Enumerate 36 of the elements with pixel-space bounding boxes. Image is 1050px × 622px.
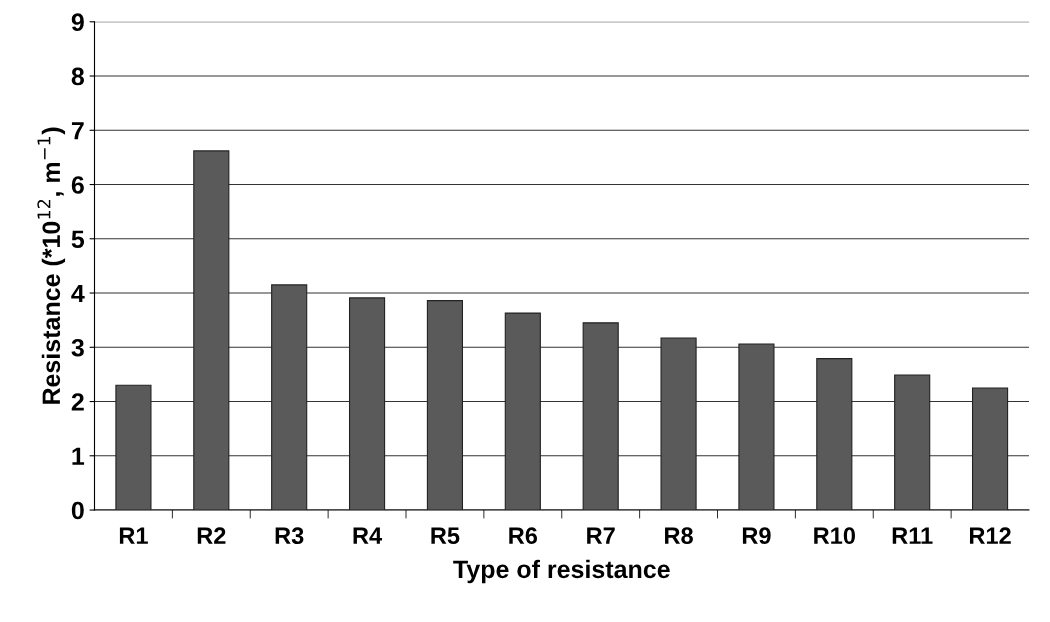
x-tick-label: R7 bbox=[587, 527, 615, 544]
y-axis-title: Resistance (*10$^{12}$, m$^{−1}$) bbox=[37, 127, 66, 404]
y-tick-label: 9 bbox=[71, 13, 84, 32]
x-tick-label: R5 bbox=[431, 527, 460, 545]
bar bbox=[193, 150, 230, 511]
y-tick-label: 8 bbox=[71, 67, 85, 86]
x-axis-title: Type of resistance bbox=[453, 559, 670, 584]
y-tick-label: 2 bbox=[71, 393, 84, 411]
x-tick-label: R6 bbox=[509, 527, 538, 545]
y-tick-label: 6 bbox=[71, 176, 84, 194]
x-tick-label: R12 bbox=[969, 527, 1011, 544]
bar bbox=[504, 312, 541, 511]
bar bbox=[660, 337, 697, 511]
x-tick-label: R9 bbox=[742, 527, 771, 545]
x-tick-label: R8 bbox=[665, 527, 693, 545]
bar bbox=[426, 300, 464, 511]
y-tick-label: 3 bbox=[71, 338, 84, 357]
x-tick-label: R4 bbox=[353, 527, 383, 544]
y-tick-label: 4 bbox=[71, 284, 85, 303]
bar bbox=[271, 284, 308, 511]
x-tick-label: R10 bbox=[814, 527, 855, 545]
x-tick-label: R2 bbox=[197, 527, 226, 544]
bar bbox=[738, 343, 775, 511]
y-tick-label: 5 bbox=[71, 230, 85, 249]
bar bbox=[115, 384, 152, 511]
y-tick-label: 0 bbox=[71, 501, 84, 520]
x-tick-label: R3 bbox=[275, 527, 304, 545]
x-tick-label: R1 bbox=[119, 527, 148, 544]
y-tick-label: 7 bbox=[71, 122, 84, 140]
y-tick-label: 1 bbox=[72, 447, 85, 465]
x-tick-label: R11 bbox=[892, 527, 933, 544]
bar bbox=[894, 374, 931, 511]
bar bbox=[348, 297, 386, 511]
bar bbox=[971, 387, 1009, 511]
bar bbox=[816, 358, 853, 511]
bar bbox=[582, 322, 619, 511]
